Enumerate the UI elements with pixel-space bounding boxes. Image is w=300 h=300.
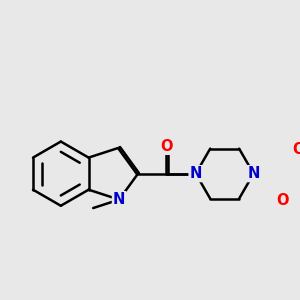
Text: N: N bbox=[113, 192, 125, 207]
Text: N: N bbox=[190, 166, 202, 181]
Text: N: N bbox=[248, 166, 260, 181]
Text: O: O bbox=[292, 142, 300, 157]
Text: O: O bbox=[276, 194, 289, 208]
Text: O: O bbox=[160, 139, 173, 154]
